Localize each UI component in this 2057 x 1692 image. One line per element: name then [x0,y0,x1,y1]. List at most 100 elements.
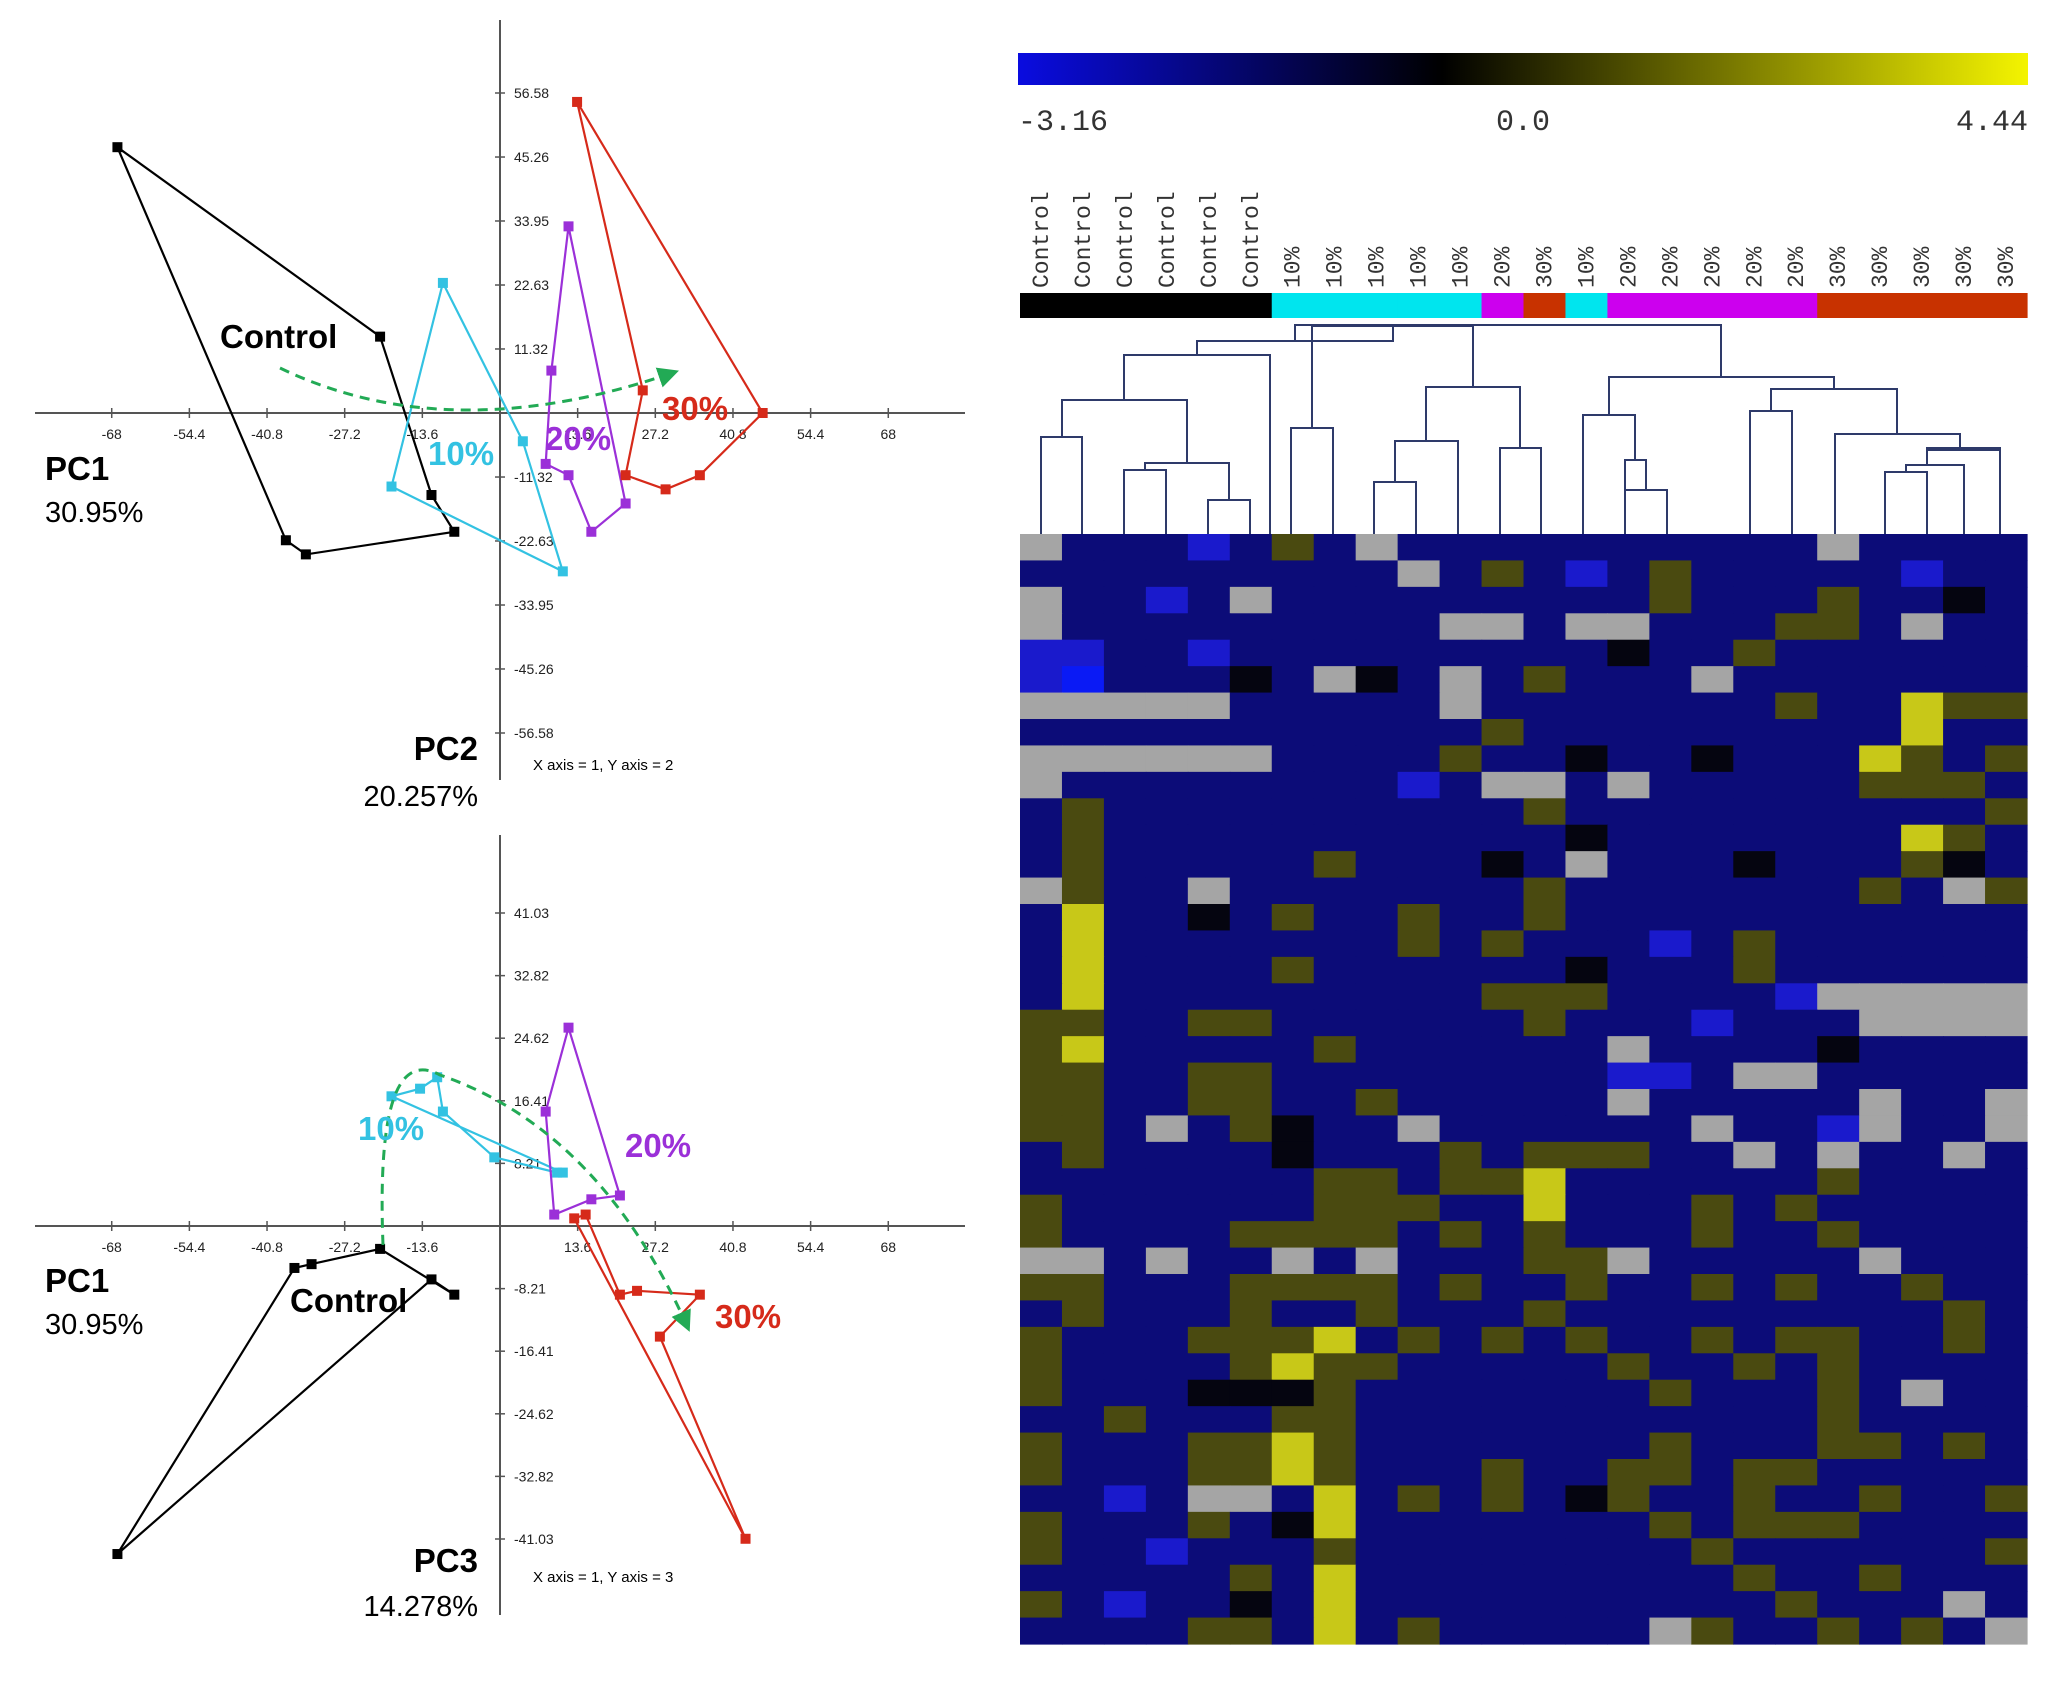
heatmap-cell [1103,1459,1147,1487]
heatmap-cell [1439,1538,1483,1566]
pca1-yaxis-pct: 20.257% [364,781,479,813]
pca2-y-tick-label: 32.82 [514,968,549,984]
heatmap-cell [1691,1168,1734,1196]
heatmap-cell [1565,613,1609,641]
heatmap-cell [1859,666,1902,694]
heatmap-cell [1439,983,1483,1011]
heatmap-cell [1481,1379,1525,1407]
heatmap-cell [1733,692,1776,720]
heatmap-cell [1649,666,1692,694]
pca2-x-tick-label: 27.2 [642,1239,669,1255]
heatmap-cell [1817,1432,1860,1460]
heatmap-cell [1733,956,1776,984]
heatmap-cell [1187,745,1231,773]
pca1-point-control [426,490,437,501]
heatmap-cell [1103,877,1147,905]
column-label: 30% [1533,246,1559,288]
heatmap-cell [1229,1511,1273,1539]
pca2-point-30pct [614,1289,625,1300]
heatmap-cell [1481,1511,1525,1539]
heatmap-cell [1607,1274,1650,1302]
heatmap-cell [1397,877,1441,905]
heatmap-cell [1607,1379,1650,1407]
heatmap-cell [1943,1062,1986,1090]
heatmap-cell [1229,983,1273,1011]
heatmap-cell [1985,930,2028,958]
pca2-y-tick-label: -41.03 [514,1531,554,1547]
heatmap-cell [1355,613,1399,641]
heatmap-cell [1187,534,1231,562]
heatmap-cell [1313,877,1357,905]
heatmap-cell [1313,692,1357,720]
heatmap-cell [1355,719,1399,747]
pca2-y-tick-label: -32.82 [514,1468,554,1484]
heatmap-cell [1481,692,1525,720]
pca1-y-tick-label: -56.58 [514,725,554,741]
heatmap-cell [1565,877,1609,905]
heatmap-cell [1859,692,1902,720]
heatmap-cell [1985,1194,2028,1222]
heatmap-cell [1313,1538,1357,1566]
color-scale-bar [1018,53,2028,85]
heatmap-cell [1187,1591,1231,1619]
pca2-point-control [375,1243,386,1254]
heatmap-cell [1481,771,1525,799]
pca1-point-10pct [386,481,397,492]
group-bar-segment [1145,293,1189,318]
heatmap-cell [1355,824,1399,852]
heatmap-cell [1103,1511,1147,1539]
pca1-x-tick-label: -68 [102,426,122,442]
heatmap-cell [1187,1089,1231,1117]
heatmap-cell [1733,904,1776,932]
pca1-x-tick-label: -13.6 [406,426,438,442]
heatmap-cell [1943,1459,1986,1487]
heatmap-cell [1481,1009,1525,1037]
heatmap-cell [1901,745,1944,773]
heatmap-cell [1565,1274,1609,1302]
heatmap-cell [1439,956,1483,984]
heatmap-cell [1691,1459,1734,1487]
heatmap-cell [1481,1036,1525,1064]
heatmap-cell [1397,1115,1441,1143]
heatmap-cell [1523,745,1567,773]
heatmap-cell [1229,1194,1273,1222]
heatmap-cell [1439,1300,1483,1328]
heatmap-cell [1565,639,1609,667]
heatmap-cell [1020,1406,1063,1434]
heatmap-cell [1775,719,1818,747]
heatmap-cell [1481,904,1525,932]
heatmap-cell [1020,904,1063,932]
heatmap-cell [1733,1564,1776,1592]
heatmap-cell [1439,877,1483,905]
heatmap-cell [1439,666,1483,694]
heatmap-cell [1355,1089,1399,1117]
pca1-yaxis-name: PC2 [414,730,478,767]
heatmap-cell [1691,1141,1734,1169]
heatmap-cell [1397,1089,1441,1117]
heatmap-cell [1649,1168,1692,1196]
heatmap-cell [1901,1406,1944,1434]
heatmap-cell [1313,851,1357,879]
pca1-group-labels: Control 10% 20% 30% [220,318,728,472]
heatmap-cell [1145,1432,1189,1460]
heatmap-cell [1481,1062,1525,1090]
heatmap-cell [1565,1089,1609,1117]
heatmap-cell [1020,956,1063,984]
heatmap-cell [1985,1036,2028,1064]
heatmap-cell [1439,1221,1483,1249]
heatmap-cell [1985,1300,2028,1328]
pca1-x-tick-label: -27.2 [329,426,361,442]
heatmap-cell [1481,1274,1525,1302]
heatmap-cell [1985,1326,2028,1354]
heatmap-cell [1061,1379,1105,1407]
heatmap-cell [1103,930,1147,958]
heatmap-cell [1103,1089,1147,1117]
heatmap-cell [1775,1168,1818,1196]
pca2-y-tick-label: -8.21 [514,1281,546,1297]
heatmap-cell [1733,771,1776,799]
heatmap-cell [1859,877,1902,905]
heatmap-cell [1313,1511,1357,1539]
heatmap-cell [1145,1564,1189,1592]
heatmap-cell [1187,1141,1231,1169]
